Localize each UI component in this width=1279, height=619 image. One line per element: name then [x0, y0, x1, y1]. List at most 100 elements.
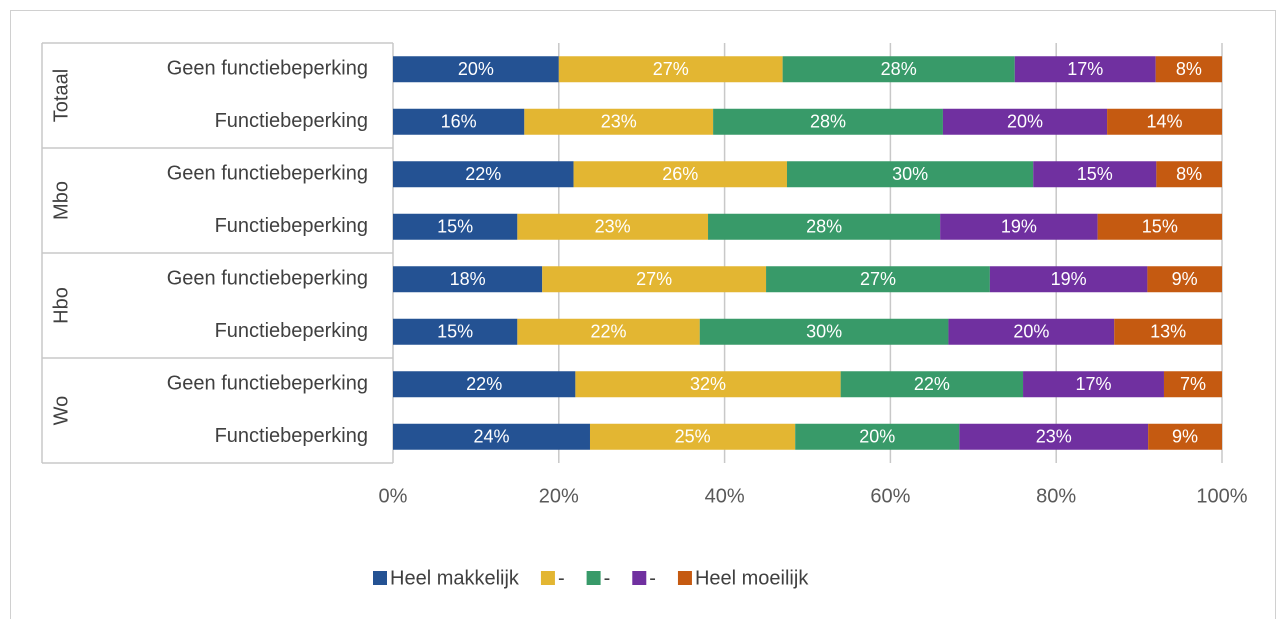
x-tick-label: 40% — [705, 485, 745, 507]
data-label: 17% — [1075, 374, 1111, 394]
y-tick-label: Functiebeperking — [215, 320, 368, 342]
legend-swatch — [677, 571, 692, 585]
bar-segment — [959, 423, 1149, 450]
bar-segment — [517, 318, 700, 345]
bar-segment — [708, 213, 941, 240]
data-label: 15% — [437, 322, 473, 342]
bar-segment — [782, 56, 1015, 83]
bar-segment — [948, 318, 1115, 345]
data-label: 28% — [881, 59, 917, 79]
bar-segment — [393, 423, 590, 450]
data-label: 8% — [1176, 59, 1202, 79]
bar-segment — [1107, 108, 1222, 135]
legend-label: Heel moeilijk — [695, 567, 809, 589]
chart-frame — [10, 10, 1276, 619]
data-label: 20% — [859, 427, 895, 447]
group-label: Totaal — [50, 69, 72, 122]
data-label: 27% — [653, 59, 689, 79]
bar-segment — [840, 371, 1024, 398]
data-label: 23% — [595, 217, 631, 237]
legend-swatch — [632, 571, 647, 585]
x-tick-label: 20% — [539, 485, 579, 507]
legend-label: - — [558, 567, 565, 589]
bar-segment — [1014, 56, 1156, 83]
data-label: 27% — [860, 269, 896, 289]
bar-segment — [942, 108, 1108, 135]
bar-segment — [786, 161, 1034, 188]
data-label: 20% — [1013, 322, 1049, 342]
data-label: 20% — [458, 59, 494, 79]
legend-label: Heel makkelijk — [390, 567, 520, 589]
legend-label: - — [604, 567, 611, 589]
y-tick-label: Functiebeperking — [215, 425, 368, 447]
bar-segment — [393, 213, 518, 240]
x-tick-label: 80% — [1036, 485, 1076, 507]
group-label: Mbo — [50, 181, 72, 220]
y-tick-label: Geen functiebeperking — [167, 163, 368, 185]
bar-segment — [558, 56, 783, 83]
data-label: 25% — [675, 427, 711, 447]
bar-segment — [1147, 266, 1222, 293]
bar-segment — [989, 266, 1148, 293]
data-label: 32% — [690, 374, 726, 394]
data-label: 9% — [1172, 269, 1198, 289]
bar-segment — [940, 213, 1098, 240]
data-label: 28% — [806, 217, 842, 237]
group-label: Wo — [50, 396, 72, 426]
data-label: 22% — [466, 374, 502, 394]
legend-swatch — [586, 571, 601, 585]
x-tick-label: 60% — [870, 485, 910, 507]
y-tick-label: Functiebeperking — [215, 215, 368, 237]
data-label: 16% — [441, 112, 477, 132]
bar-segment — [393, 108, 525, 135]
legend-swatch — [373, 571, 387, 585]
y-tick-label: Geen functiebeperking — [167, 58, 368, 80]
bar-segment — [795, 423, 960, 450]
bar-segment — [1163, 371, 1222, 398]
data-label: 15% — [1077, 164, 1113, 184]
data-label: 9% — [1172, 427, 1198, 447]
bar-segment — [542, 266, 767, 293]
bar-segment — [1155, 56, 1222, 83]
data-label: 23% — [1036, 427, 1072, 447]
legend-label: - — [649, 567, 656, 589]
grid — [558, 43, 1223, 463]
data-label: 22% — [591, 322, 627, 342]
data-label: 26% — [662, 164, 698, 184]
bar-segment — [1023, 371, 1164, 398]
data-label: 19% — [1051, 269, 1087, 289]
bar-segment — [1148, 423, 1222, 450]
data-label: 23% — [601, 112, 637, 132]
bar-segment — [589, 423, 796, 450]
data-label: 24% — [473, 427, 509, 447]
x-tick-label: 0% — [379, 485, 408, 507]
data-label: 18% — [450, 269, 486, 289]
bar-segment — [575, 371, 841, 398]
data-label: 17% — [1067, 59, 1103, 79]
bar-segment — [1097, 213, 1222, 240]
legend-swatch — [540, 571, 555, 585]
bar-segment — [1033, 161, 1157, 188]
data-label: 27% — [636, 269, 672, 289]
bar-segment — [393, 371, 576, 398]
data-label: 28% — [810, 112, 846, 132]
group-label: Hbo — [50, 287, 72, 324]
data-label: 22% — [914, 374, 950, 394]
data-label: 19% — [1001, 217, 1037, 237]
data-label: 30% — [806, 322, 842, 342]
bar-segment — [524, 108, 714, 135]
bar-segment — [393, 56, 559, 83]
data-label: 15% — [437, 217, 473, 237]
bar-segment — [713, 108, 943, 135]
data-label: 22% — [465, 164, 501, 184]
y-tick-label: Functiebeperking — [215, 110, 368, 132]
bar-segment — [393, 161, 574, 188]
data-label: 30% — [892, 164, 928, 184]
data-label: 8% — [1176, 164, 1202, 184]
bar-segment — [573, 161, 787, 188]
bar-segment — [393, 266, 543, 293]
bar-segment — [766, 266, 990, 293]
bar-segment — [699, 318, 949, 345]
bar-segment — [1156, 161, 1222, 188]
